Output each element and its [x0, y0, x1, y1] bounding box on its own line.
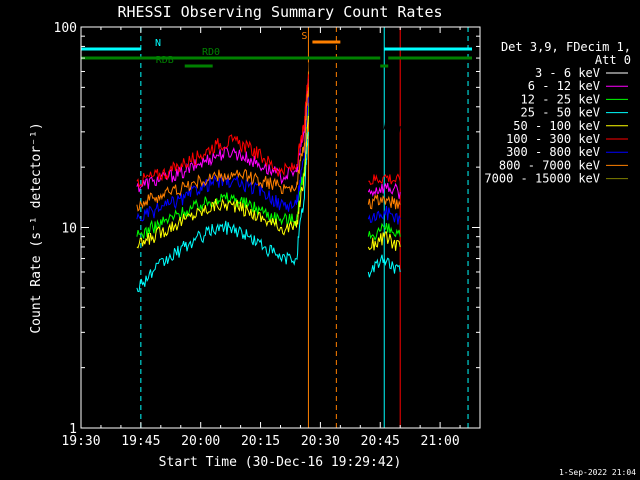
legend-header-line-2: Att 0 [595, 53, 631, 67]
y-tick-label-2: 100 [54, 21, 77, 36]
legend-label-2: 12 - 25 keV [521, 92, 600, 106]
series-line-3-seg-0 [136, 131, 309, 293]
x-tick-label-3: 20:15 [241, 434, 280, 449]
generation-timestamp: 1-Sep-2022 21:04 [559, 468, 636, 477]
legend-label-1: 6 - 12 keV [528, 79, 600, 93]
x-tick-label-1: 19:45 [121, 434, 160, 449]
x-tick-label-4: 20:30 [301, 434, 340, 449]
y-tick-label-1: 10 [61, 222, 77, 237]
series-plots [136, 62, 401, 293]
x-tick-label-2: 20:00 [181, 434, 220, 449]
x-axis-label: Start Time (30-Dec-16 19:29:42) [159, 455, 402, 470]
series-line-7-seg-1 [367, 193, 401, 210]
series-line-2-seg-1 [367, 222, 401, 242]
flag-label-0: N [155, 38, 161, 49]
legend-label-3: 25 - 50 keV [521, 106, 600, 120]
flag-label-1: S [301, 31, 307, 42]
legend-header-line-1: Det 3,9, FDecim 1, [501, 40, 631, 54]
series-line-7-seg-0 [136, 87, 309, 212]
y-axis-label: Count Rate (s⁻¹ detector⁻¹) [29, 122, 44, 333]
x-tick-label-5: 20:45 [361, 434, 400, 449]
series-line-1-seg-0 [136, 79, 309, 193]
legend-label-0: 3 - 6 keV [535, 66, 600, 80]
flag-label-2: RD0 [202, 47, 220, 58]
series-line-0-seg-0 [136, 62, 309, 138]
series-line-0-seg-1 [368, 120, 401, 137]
legend-label-4: 50 - 100 keV [513, 119, 600, 133]
legend-label-5: 100 - 300 keV [506, 132, 600, 146]
series-line-2-seg-0 [136, 106, 309, 239]
series-line-4-seg-1 [367, 231, 401, 251]
chart-title: RHESSI Observing Summary Count Rates [117, 3, 442, 21]
series-line-3-seg-1 [367, 254, 401, 278]
series-line-1-seg-1 [367, 182, 401, 199]
series-line-4-seg-0 [136, 115, 309, 249]
y-tick-label-0: 1 [69, 422, 77, 437]
series-line-5-seg-0 [136, 74, 309, 188]
x-tick-label-0: 19:30 [61, 434, 100, 449]
legend-label-8: 7000 - 15000 keV [484, 172, 600, 186]
legend-label-6: 300 - 800 keV [506, 145, 600, 159]
series-line-6-seg-0 [136, 96, 309, 222]
series-line-6-seg-1 [367, 206, 401, 225]
legend-label-7: 800 - 7000 keV [499, 158, 600, 172]
flag-label-3: RDB [156, 55, 174, 66]
series-line-5-seg-1 [368, 173, 401, 186]
x-tick-label-6: 21:00 [421, 434, 460, 449]
axes: 19:30 19:45 20:00 20:15 20:30 20:45 21:00 1 10 10… [54, 21, 480, 449]
flag-bars: N S RD0 RDB [81, 31, 473, 68]
